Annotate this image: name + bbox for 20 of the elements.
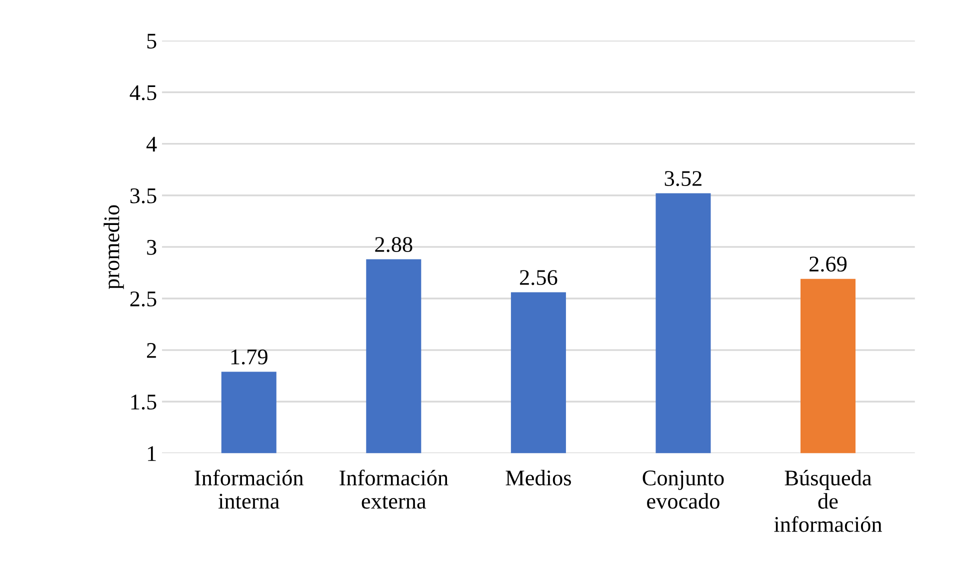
y-tick-label: 2 bbox=[147, 343, 156, 358]
data-label: 2.88 bbox=[375, 237, 412, 252]
y-tick-label: 1 bbox=[148, 446, 156, 461]
x-tick-label: Información externa bbox=[340, 470, 448, 509]
y-tick-label: 5 bbox=[147, 34, 156, 49]
y-tick-label: 4.5 bbox=[130, 85, 156, 100]
data-label: 1.79 bbox=[231, 349, 268, 365]
y-tick-label: 2.5 bbox=[130, 291, 156, 307]
x-tick-label: Conjunto evocado bbox=[642, 470, 724, 509]
x-tick-label: Información interna bbox=[194, 470, 304, 509]
y-tick-label: 3 bbox=[147, 240, 156, 255]
x-tick-label: Búsqueda de información bbox=[774, 470, 882, 532]
y-axis-title: promedio bbox=[104, 205, 124, 290]
data-label: 3.52 bbox=[664, 171, 702, 186]
y-tick-label: 3.5 bbox=[130, 188, 156, 204]
x-tick-label: Medios bbox=[506, 470, 571, 486]
y-tick-label: 4 bbox=[146, 136, 157, 152]
data-label: 2.69 bbox=[810, 256, 847, 272]
y-tick-label: 1.5 bbox=[131, 394, 156, 410]
data-label: 2.56 bbox=[520, 270, 558, 286]
